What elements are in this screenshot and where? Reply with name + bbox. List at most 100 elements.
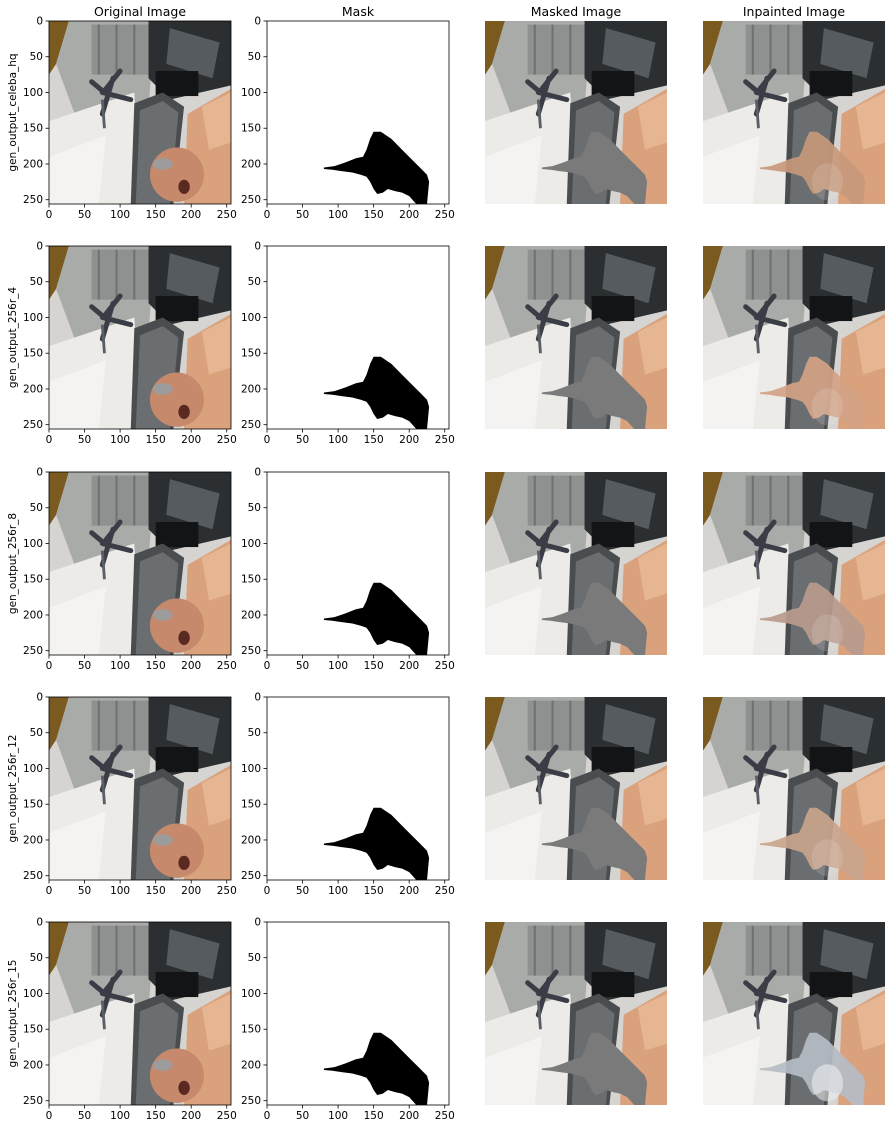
x-tick-label: 0 — [264, 1110, 271, 1122]
y-tick-label: 50 — [30, 502, 43, 514]
x-tick-label: 150 — [146, 885, 166, 897]
y-tick-label: 150 — [241, 1024, 261, 1036]
y-tick-label: 100 — [23, 87, 43, 99]
y-tick-label: 150 — [241, 348, 261, 360]
mask-region — [323, 356, 430, 429]
face-region — [149, 1048, 204, 1103]
y-tick-label: 200 — [241, 158, 261, 170]
x-tick-label: 100 — [110, 209, 130, 221]
x-tick-label: 200 — [399, 885, 419, 897]
row-label: gen_output_celeba_hq — [7, 53, 19, 171]
y-tick-label: 0 — [254, 241, 261, 253]
face-region — [149, 147, 204, 202]
y-tick-label: 250 — [23, 645, 43, 657]
masked-image-panel — [485, 21, 667, 204]
x-tick-label: 150 — [364, 434, 384, 446]
y-tick-label: 50 — [248, 727, 261, 739]
inpainted-image-panel — [703, 922, 885, 1105]
x-tick-label: 250 — [217, 1110, 237, 1122]
x-tick-label: 200 — [181, 209, 201, 221]
y-tick-label: 200 — [23, 834, 43, 846]
y-tick-label: 100 — [23, 312, 43, 324]
x-tick-label: 100 — [328, 660, 348, 672]
y-tick-label: 200 — [241, 383, 261, 395]
masked-fill-region — [541, 807, 648, 880]
x-tick-label: 50 — [296, 885, 309, 897]
y-tick-label: 0 — [254, 917, 261, 929]
x-tick-label: 250 — [217, 209, 237, 221]
x-tick-label: 0 — [46, 660, 53, 672]
x-tick-label: 0 — [264, 660, 271, 672]
y-tick-label: 250 — [241, 645, 261, 657]
inpainted-blur — [811, 614, 844, 652]
mask-region — [323, 582, 430, 655]
y-tick-label: 200 — [241, 609, 261, 621]
x-tick-label: 0 — [46, 209, 53, 221]
column-titles: Original Image Mask Masked Image Inpainted … — [94, 4, 845, 19]
x-tick-label: 200 — [399, 434, 419, 446]
axes-frame — [266, 471, 450, 656]
masked-image-panel — [485, 246, 667, 429]
y-tick-label: 250 — [23, 870, 43, 882]
x-tick-label: 150 — [364, 209, 384, 221]
x-tick-label: 50 — [78, 885, 91, 897]
y-tick-label: 0 — [36, 917, 43, 929]
y-tick-label: 150 — [23, 574, 43, 586]
x-tick-label: 250 — [217, 434, 237, 446]
y-tick-label: 250 — [23, 194, 43, 206]
y-tick-label: 0 — [254, 467, 261, 479]
x-tick-label: 150 — [364, 660, 384, 672]
y-tick-label: 200 — [23, 158, 43, 170]
axes-frame — [266, 20, 450, 205]
y-tick-label: 100 — [241, 87, 261, 99]
x-tick-label: 150 — [146, 434, 166, 446]
x-tick-label: 250 — [435, 1110, 455, 1122]
y-tick-label: 250 — [23, 1095, 43, 1107]
inpainted-image-panel — [703, 21, 885, 204]
y-tick-label: 100 — [241, 312, 261, 324]
axes-frame — [48, 921, 232, 1106]
y-tick-label: 0 — [36, 241, 43, 253]
x-tick-label: 150 — [146, 209, 166, 221]
inpainted-region — [759, 356, 866, 429]
x-tick-label: 0 — [264, 885, 271, 897]
x-tick-label: 50 — [78, 434, 91, 446]
y-tick-label: 150 — [241, 799, 261, 811]
inpainted-image-panel — [703, 246, 885, 429]
x-tick-label: 0 — [264, 434, 271, 446]
y-tick-label: 250 — [241, 194, 261, 206]
y-tick-label: 150 — [241, 123, 261, 135]
column-title: Masked Image — [531, 4, 622, 19]
y-tick-label: 100 — [23, 538, 43, 550]
x-tick-label: 200 — [181, 885, 201, 897]
x-tick-label: 150 — [364, 1110, 384, 1122]
x-tick-label: 250 — [217, 660, 237, 672]
masked-image-panel — [485, 922, 667, 1105]
x-tick-label: 200 — [181, 434, 201, 446]
column-title: Inpainted Image — [743, 4, 846, 19]
inpainted-blur — [811, 839, 844, 877]
x-tick-label: 0 — [264, 209, 271, 221]
x-tick-label: 150 — [364, 885, 384, 897]
x-tick-label: 100 — [110, 885, 130, 897]
x-tick-label: 0 — [46, 1110, 53, 1122]
inpainted-blur — [811, 1064, 844, 1102]
y-tick-label: 150 — [241, 574, 261, 586]
face-region — [149, 823, 204, 878]
y-tick-label: 50 — [30, 276, 43, 288]
masked-fill-region — [541, 131, 648, 204]
x-tick-label: 50 — [296, 434, 309, 446]
y-tick-label: 50 — [248, 276, 261, 288]
face-region — [149, 372, 204, 427]
y-tick-label: 100 — [23, 763, 43, 775]
y-tick-label: 200 — [23, 609, 43, 621]
masked-fill-region — [541, 356, 648, 429]
y-tick-label: 0 — [254, 16, 261, 28]
x-tick-label: 100 — [328, 885, 348, 897]
y-tick-label: 0 — [254, 692, 261, 704]
x-tick-label: 100 — [328, 434, 348, 446]
y-tick-label: 100 — [241, 988, 261, 1000]
